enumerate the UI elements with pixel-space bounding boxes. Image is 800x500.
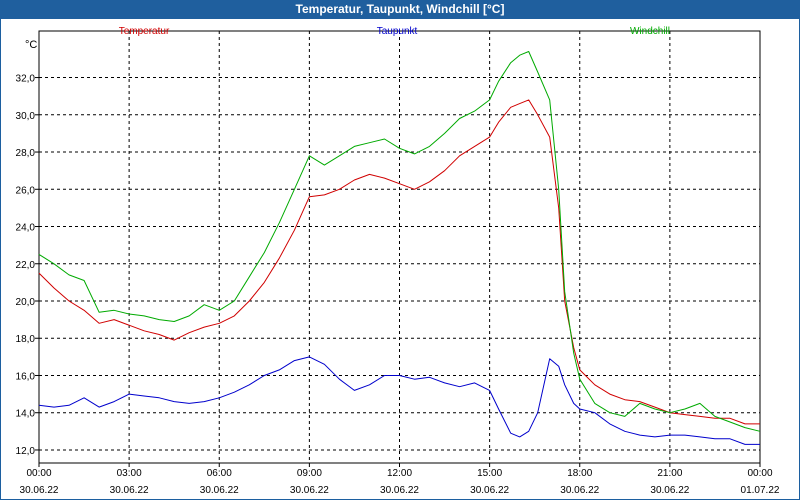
legend-windchill: Windchill xyxy=(630,26,670,37)
legend-temperatur: Temperatur xyxy=(119,26,170,37)
window-title: Temperatur, Taupunkt, Windchill [°C] xyxy=(0,0,800,19)
series-lines xyxy=(38,51,761,445)
x-tick-date: 30.06.22 xyxy=(200,485,239,496)
x-tick-date: 30.06.22 xyxy=(20,485,59,496)
series-line-temperatur xyxy=(38,99,760,425)
x-tick-time: 21:00 xyxy=(657,468,682,479)
y-tick-label: 24,0 xyxy=(16,223,36,234)
y-tick-label: 12,0 xyxy=(16,446,36,457)
y-tick-label: 20,0 xyxy=(16,297,36,308)
x-tick-date: 30.06.22 xyxy=(380,485,419,496)
x-tick-date: 30.06.22 xyxy=(650,485,689,496)
y-axis-ticks: 12,0 14,0 16,0 18,0 20,0 22,0 24,0 26,0 28,0 30,0… xyxy=(16,74,39,457)
x-tick-time: 03:00 xyxy=(117,468,142,479)
x-tick-time: 12:00 xyxy=(387,468,412,479)
y-tick-label: 16,0 xyxy=(16,371,36,382)
x-axis-ticks: 00:00 30.06.22 03:00 30.06.22 06:00 30.06.22 0… xyxy=(20,463,780,496)
x-tick-time: 15:00 xyxy=(477,468,502,479)
y-axis-label: °C xyxy=(25,39,37,51)
x-tick-date: 30.06.22 xyxy=(290,485,329,496)
legend: Temperatur Taupunkt Windchill xyxy=(119,26,670,37)
x-tick-time: 09:00 xyxy=(297,468,322,479)
y-tick-label: 32,0 xyxy=(16,74,36,85)
x-tick-time: 18:00 xyxy=(567,468,592,479)
y-tick-label: 18,0 xyxy=(16,334,36,345)
y-tick-label: 14,0 xyxy=(16,409,36,420)
x-tick-time: 00:00 xyxy=(747,468,772,479)
x-tick-time: 06:00 xyxy=(207,468,232,479)
series-line-taupunkt xyxy=(38,356,760,445)
x-tick-date: 30.06.22 xyxy=(560,485,599,496)
y-tick-label: 30,0 xyxy=(16,111,36,122)
legend-taupunkt: Taupunkt xyxy=(377,26,418,37)
x-tick-time: 00:00 xyxy=(26,468,51,479)
y-tick-label: 26,0 xyxy=(16,185,36,196)
y-tick-label: 22,0 xyxy=(16,260,36,271)
x-tick-date: 30.06.22 xyxy=(470,485,509,496)
x-tick-date: 30.06.22 xyxy=(110,485,149,496)
x-tick-date: 01.07.22 xyxy=(741,485,780,496)
grid xyxy=(39,31,760,463)
series-line-windchill xyxy=(38,51,761,432)
y-tick-label: 28,0 xyxy=(16,148,36,159)
